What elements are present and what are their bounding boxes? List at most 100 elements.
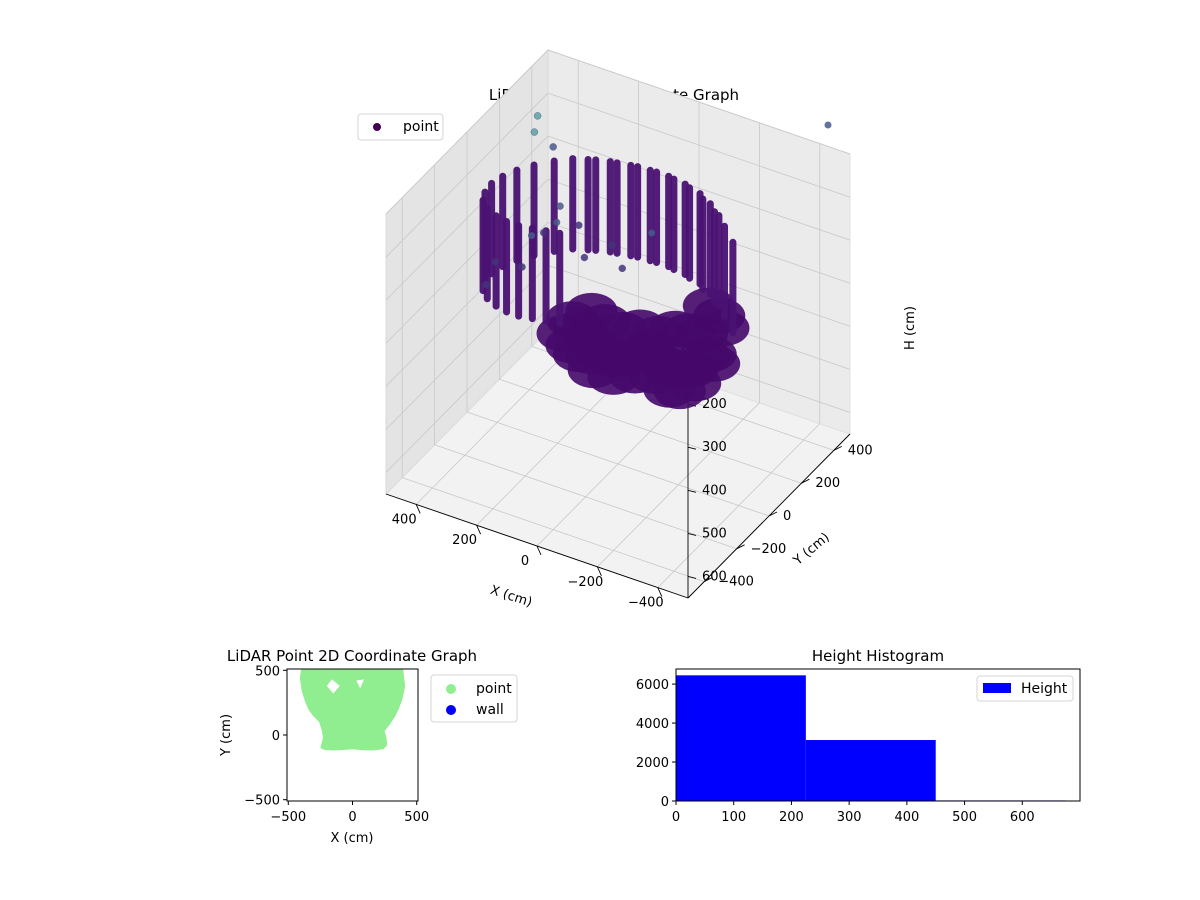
x-tick-label-2d: −500	[270, 810, 306, 825]
x-tick-3d	[476, 525, 482, 535]
point-3d	[648, 229, 656, 237]
chart-title-hist: Height Histogram	[812, 647, 944, 665]
point-region-gap	[356, 679, 365, 689]
point-region-2d	[299, 669, 406, 751]
z-axis-label-3d: H (cm)	[903, 306, 918, 350]
y-tick-label-3d: 200	[815, 476, 840, 491]
ticks-2d: −500 0 500 −500 0 500	[244, 664, 429, 825]
x-tick-label-hist: 300	[837, 810, 862, 825]
gridline	[385, 178, 549, 344]
x-tick-label-3d: 200	[452, 533, 477, 548]
gridline	[547, 49, 851, 155]
y-tick-3d	[736, 544, 745, 550]
x-tick-3d	[596, 566, 602, 576]
point-3d	[528, 231, 536, 240]
y-tick-label-hist: 4000	[636, 717, 669, 732]
x-tick-label-hist: 500	[952, 810, 977, 825]
x-tick-label-hist: 400	[894, 810, 919, 825]
point-cluster-3d	[536, 315, 589, 352]
x-tick-label-hist: 0	[672, 810, 680, 825]
plot-frame-hist	[675, 668, 1081, 802]
point-3d	[482, 280, 490, 289]
point-3d	[549, 143, 557, 151]
x-tick-label-hist: 600	[1010, 810, 1035, 825]
z-tick-3d	[687, 532, 697, 536]
z-tick-label-3d: 300	[702, 440, 727, 455]
gridline	[499, 378, 802, 484]
point-3d	[491, 258, 499, 266]
gridline	[385, 135, 549, 301]
y-tick-label-3d: −400	[718, 575, 754, 590]
height-histogram: Height Histogram 0 100 200 300 400 500 600 0 200…	[636, 647, 1081, 825]
lidar-2d-chart: LiDAR Point 2D Coordinate Graph −500 0 500…	[219, 647, 518, 846]
gridline	[402, 477, 705, 582]
z-tick-3d	[687, 489, 697, 493]
legend-hist: Height	[976, 675, 1074, 702]
z-tick-3d	[687, 446, 697, 450]
point-region-gap	[326, 679, 340, 694]
point-3d	[824, 121, 832, 129]
point-3d	[556, 202, 564, 210]
chart-title-2d: LiDAR Point 2D Coordinate Graph	[227, 647, 477, 665]
y-tick-label-2d: −500	[244, 794, 280, 809]
point-3d	[533, 112, 542, 120]
y-tick-label-2d: 500	[255, 664, 280, 679]
gridline	[466, 411, 770, 517]
legend-label-point-2d: point	[476, 681, 512, 697]
x-tick-label-2d: 500	[404, 810, 429, 825]
y-tick-label-3d: −200	[751, 542, 787, 557]
x-tick-label-3d: 400	[392, 512, 417, 527]
y-tick-label-3d: 0	[783, 509, 791, 524]
point-3d	[608, 241, 616, 250]
y-axis-label-3d: Y (cm)	[790, 530, 833, 569]
histogram-bar	[805, 740, 936, 801]
gridline	[547, 92, 851, 198]
x-tick-label-3d: −400	[628, 596, 664, 611]
x-tick-label-3d: 0	[521, 554, 529, 569]
y-tick-3d	[801, 478, 810, 484]
x-tick-3d	[415, 504, 421, 514]
y-tick-3d	[703, 577, 713, 583]
gridline	[385, 49, 549, 215]
z-tick-3d	[687, 576, 697, 579]
histogram-bar	[676, 675, 806, 801]
y-tick-label-3d: 400	[848, 443, 873, 458]
x-tick-3d	[657, 587, 663, 597]
legend-swatch-height	[983, 683, 1011, 693]
legend-label-point-3d: point	[403, 119, 439, 135]
y-tick-3d	[833, 445, 843, 451]
point-3d	[530, 128, 539, 136]
y-tick-label-hist: 0	[661, 795, 669, 810]
x-axis-label-2d: X (cm)	[331, 831, 374, 846]
y-tick-3d	[768, 511, 778, 517]
gridline	[385, 92, 549, 258]
y-tick-label-hist: 2000	[636, 756, 669, 771]
z-tick-label-3d: 500	[702, 526, 727, 541]
z-tick-label-3d: 600	[702, 569, 727, 584]
legend-3d: point	[357, 113, 444, 141]
point-cluster-3d	[624, 336, 677, 373]
legend-label-height: Height	[1021, 681, 1068, 697]
x-tick-label-hist: 100	[721, 810, 746, 825]
x-axis-label-3d: X (cm)	[488, 583, 534, 611]
y-axis-label-2d: Y (cm)	[219, 714, 234, 757]
point-3d	[540, 229, 548, 237]
point-3d	[580, 253, 589, 262]
legend-marker-point-3d	[373, 123, 381, 131]
point-3d	[552, 218, 561, 227]
x-tick-3d	[536, 545, 542, 556]
z-tick-label-3d: 200	[702, 397, 727, 412]
point-3d	[518, 263, 526, 271]
legend-marker-wall-2d	[446, 705, 456, 715]
z-tick-label-3d: 400	[702, 483, 727, 498]
x-tick-label-hist: 200	[779, 810, 804, 825]
x-tick-label-2d: 0	[348, 810, 356, 825]
lidar-3d-chart: LiDAR Point 3D Coordinate Graph −400−200…	[357, 48, 918, 611]
point-cloud-3d	[479, 112, 832, 410]
gridline	[385, 308, 549, 473]
gridline	[547, 135, 851, 241]
point-3d	[575, 221, 583, 229]
x-tick-label-3d: −200	[568, 575, 604, 590]
